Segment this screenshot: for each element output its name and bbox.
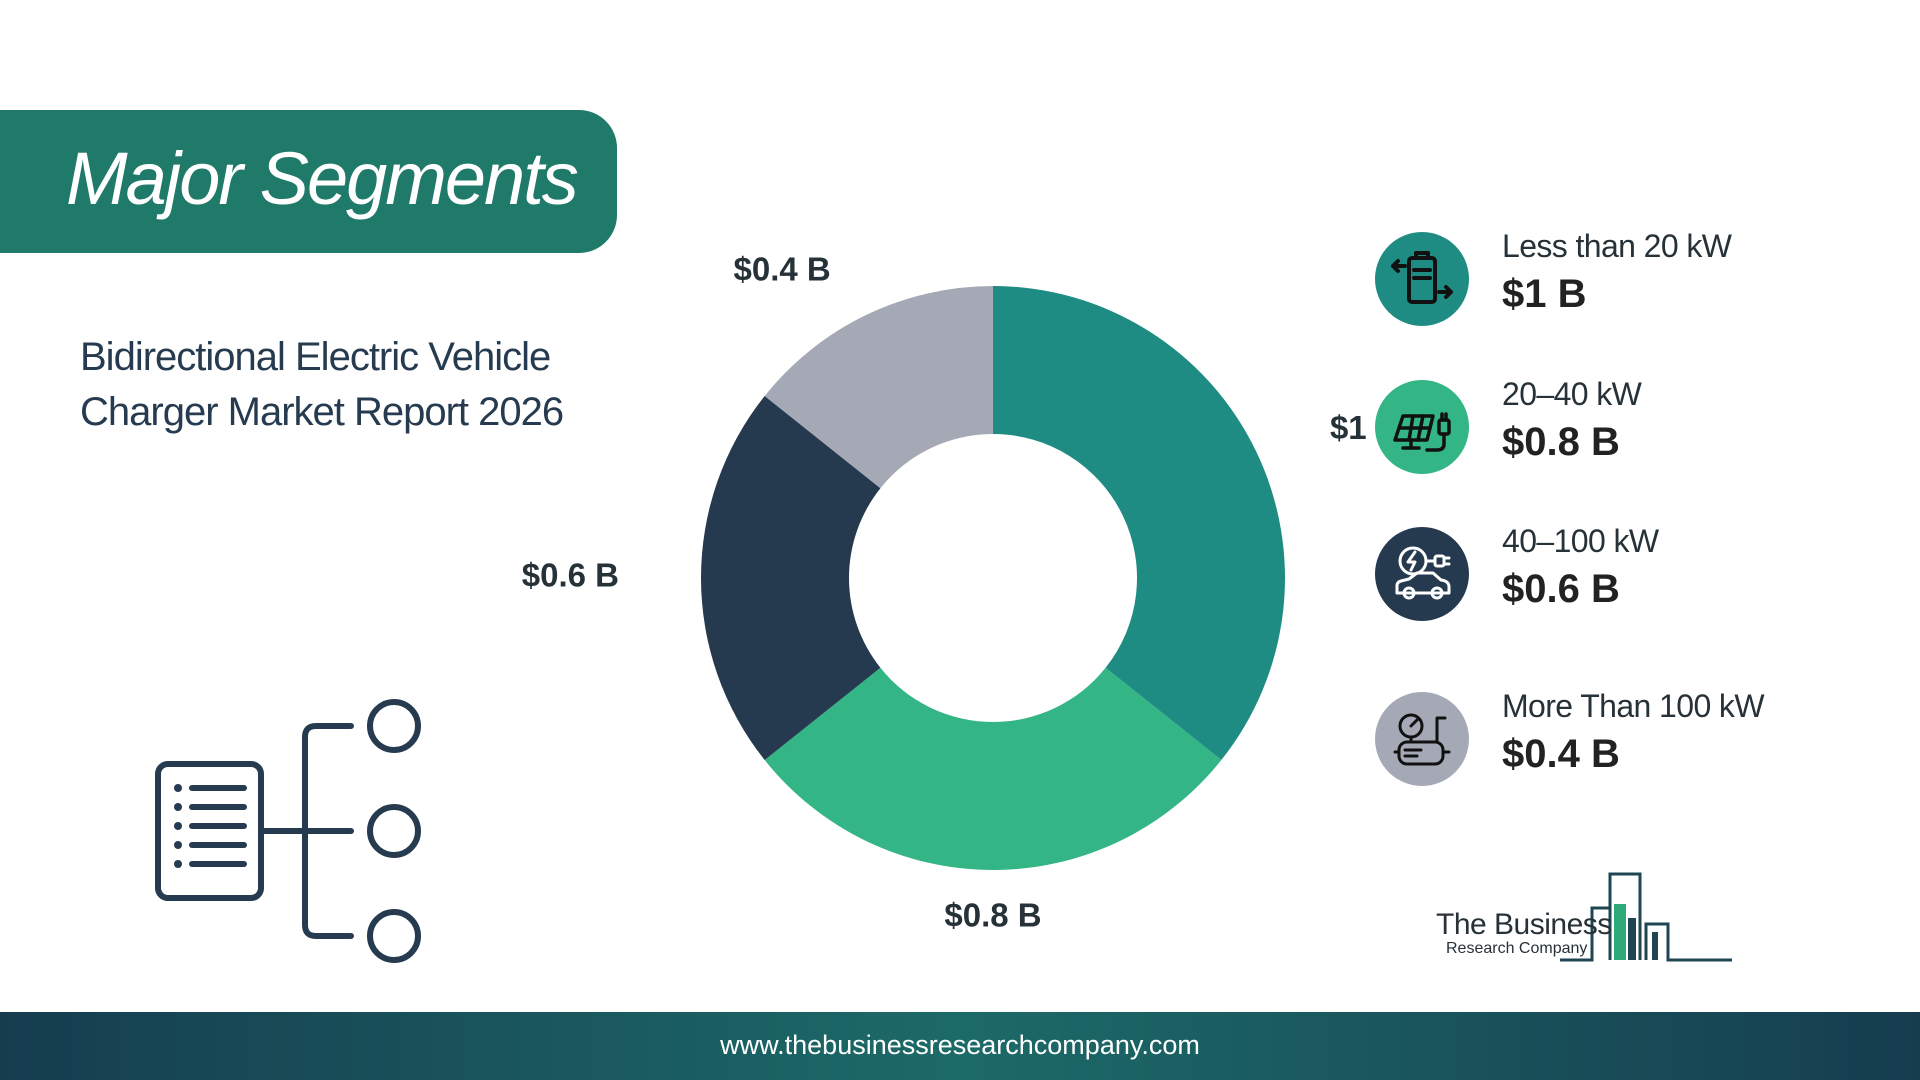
legend-value: $0.6 B [1502, 567, 1620, 611]
footer-website-link[interactable]: www.thebusinessresearchcompany.com [720, 1030, 1200, 1060]
donut-slice-less-than-20-kw [993, 286, 1285, 761]
page-title: Major Segments [66, 137, 579, 220]
company-logo: The Business Research Company [1430, 868, 1750, 968]
solar-panel-plug-icon [1375, 380, 1469, 474]
title-banner: Major Segments [0, 110, 617, 253]
legend-item-20-40kw: 20–40 kW $0.8 B [1375, 376, 1895, 476]
donut-data-label: $0.6 B [522, 557, 619, 594]
segment-tree-icon [155, 699, 421, 963]
footer-bar: www.thebusinessresearchcompany.com [0, 1012, 1920, 1080]
logo-name: The Business [1436, 908, 1612, 941]
donut-slice-20-40-kw [764, 667, 1222, 871]
legend-label: More Than 100 kW [1502, 688, 1765, 724]
logo-buildings-icon [1560, 872, 1732, 962]
donut-data-label: $0.8 B [944, 897, 1041, 934]
legend-label: 40–100 kW [1502, 523, 1659, 559]
segment-donut-chart: $1 B$0.8 B$0.6 B$0.4 B [522, 250, 1400, 934]
legend-item-less-than-20kw: Less than 20 kW $1 B [1375, 228, 1895, 328]
legend-item-more-than-100kw: More Than 100 kW $0.4 B [1375, 688, 1895, 788]
electric-car-charging-icon [1375, 527, 1469, 621]
legend-value: $0.4 B [1502, 732, 1620, 776]
donut-slice-40-100-kw [701, 395, 881, 761]
legend-label: Less than 20 kW [1502, 228, 1732, 264]
segment-legend: Less than 20 kW $1 B 20–40 kW $0.8 B [1375, 0, 1895, 800]
donut-slice-more-than-100-kw [764, 286, 993, 489]
logo-tagline: Research Company [1446, 940, 1588, 957]
legend-value: $1 B [1502, 272, 1587, 316]
donut-data-label: $0.4 B [733, 250, 830, 287]
legend-item-40-100kw: 40–100 kW $0.6 B [1375, 523, 1895, 623]
legend-value: $0.8 B [1502, 420, 1620, 464]
legend-label: 20–40 kW [1502, 376, 1642, 412]
battery-swap-icon [1375, 232, 1469, 326]
report-subtitle: Bidirectional Electric Vehicle Charger M… [80, 335, 564, 434]
gauge-machine-icon [1375, 692, 1469, 786]
